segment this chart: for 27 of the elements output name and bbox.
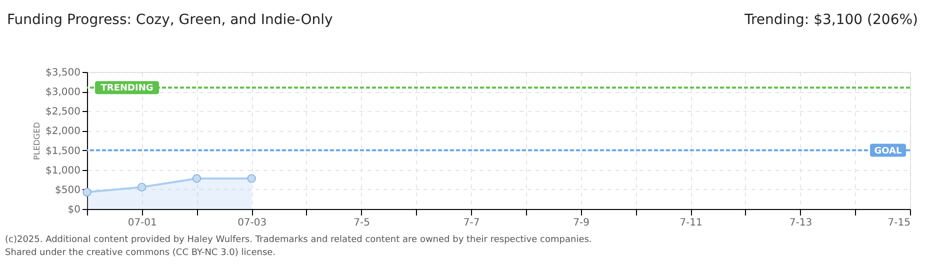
point	[192, 174, 202, 183]
y-tick-label: $1,500	[46, 146, 80, 157]
x-tick-label: 07-01	[128, 218, 157, 228]
chart-title: Funding Progress: Cozy, Green, and Indie-Only	[7, 12, 333, 28]
x-tick-label: 7-15	[888, 218, 910, 228]
text: (c)2025. Additional content provided by Haley Wulfers. Trademarks and related content are owned by their respective companies.	[5, 235, 592, 245]
point	[137, 182, 146, 192]
x-tick-label: 7-9	[573, 218, 590, 228]
ref-line-label: GOAL	[874, 146, 902, 156]
x-tick-label: 7-13	[789, 218, 812, 228]
y-tick-label: $0	[68, 204, 80, 216]
point	[82, 188, 92, 197]
y-tick-label: $3,500	[46, 68, 80, 78]
text: Shared under the creative commons (CC BY-NC 3.0) license.	[5, 248, 276, 258]
y-tick-label: $2,000	[46, 126, 80, 138]
y-tick-label: $2,500	[46, 106, 80, 118]
x-tick-label: 7-5	[354, 218, 370, 228]
x-tick-label: 7-11	[680, 218, 702, 228]
x-tick-label: 07-03	[238, 218, 267, 228]
y-tick-label: $500	[55, 184, 80, 196]
y-tick-label: $1,000	[46, 165, 80, 176]
text: Trending: $3,100 (206%)	[743, 12, 918, 28]
y-axis-title: PLEDGED	[32, 122, 42, 160]
ref-line-label: TRENDING	[100, 84, 154, 94]
point	[247, 174, 256, 183]
y-tick-label: $3,000	[46, 87, 80, 98]
x-tick-label: 7-7	[463, 218, 480, 228]
